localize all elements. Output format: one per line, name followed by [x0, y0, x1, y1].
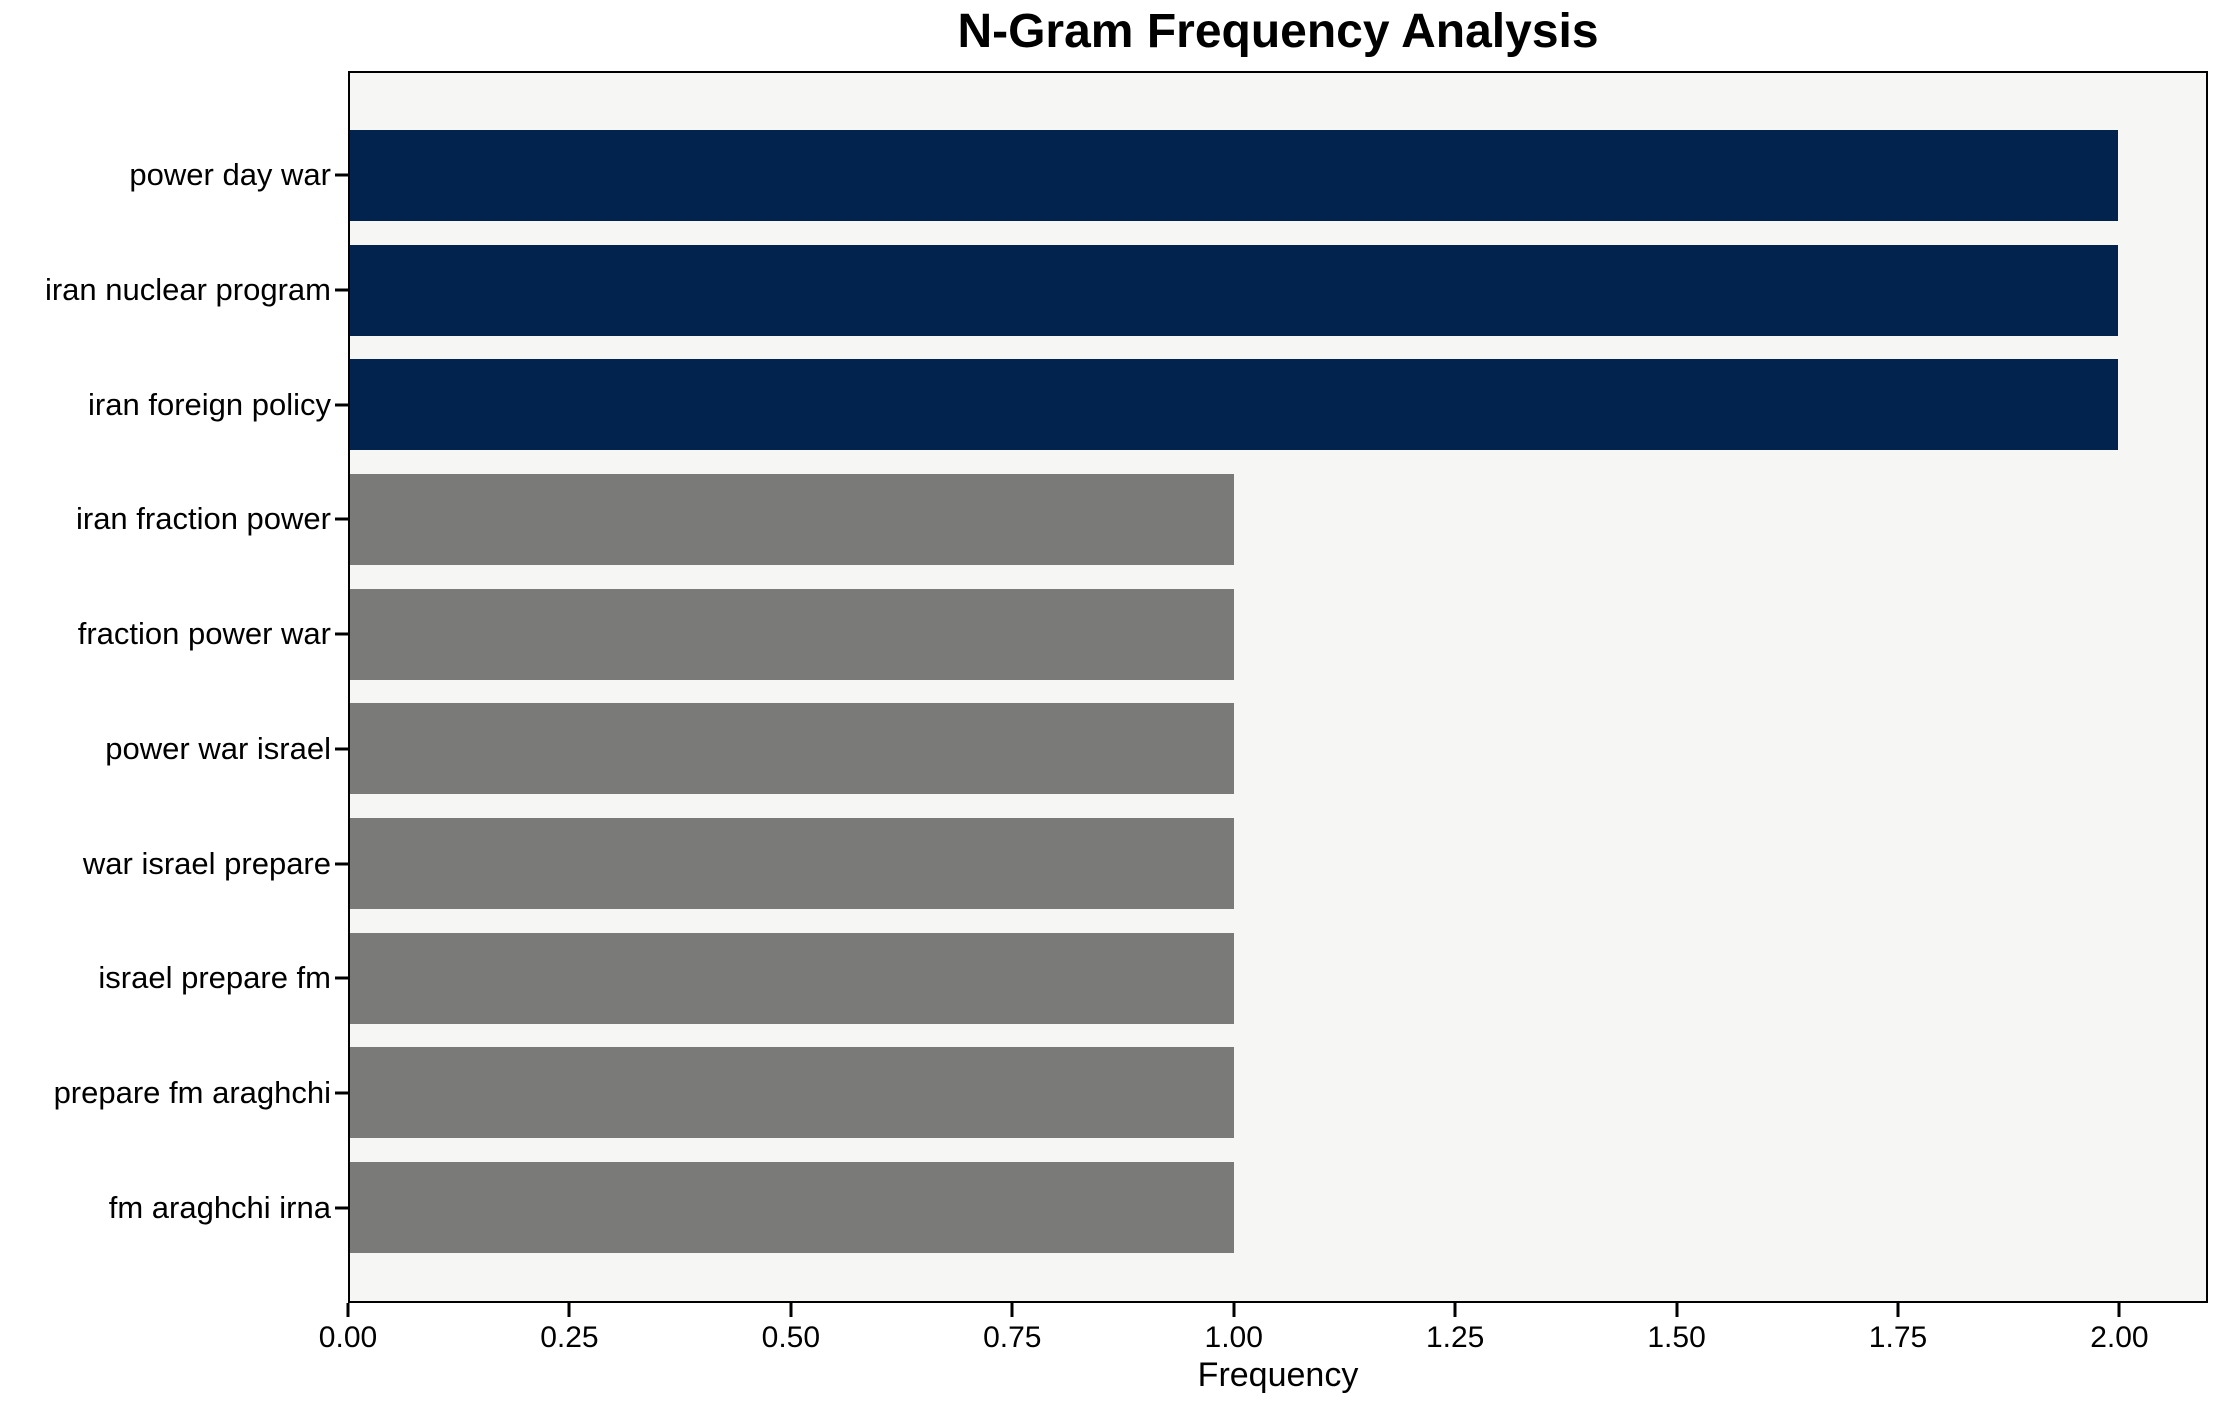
y-tick-label: war israel prepare	[82, 845, 331, 881]
bar-row: fraction power war	[78, 577, 2206, 692]
y-tick-mark	[335, 862, 349, 866]
x-tick-label: 0.75	[983, 1321, 1042, 1354]
y-tick-label: iran fraction power	[75, 501, 331, 537]
x-tick-mark	[1453, 1303, 1457, 1317]
bar	[350, 588, 1234, 680]
x-tick-mark	[1675, 1303, 1679, 1317]
bar	[350, 473, 1234, 565]
y-tick-label: prepare fm araghchi	[53, 1074, 331, 1110]
bar	[350, 359, 2118, 451]
plot-area: power day war iran nuclear program iran fo…	[45, 71, 2208, 1303]
x-tick-label: 0.25	[540, 1321, 599, 1354]
y-tick-mark	[335, 976, 349, 980]
y-tick-label: iran nuclear program	[44, 272, 331, 308]
x-tick-mark	[567, 1303, 571, 1317]
y-tick-label: fm araghchi irna	[108, 1189, 331, 1225]
bar-row: israel prepare fm	[98, 921, 2206, 1036]
bars-container: power day war iran nuclear program iran fo…	[45, 73, 2206, 1301]
y-tick-mark	[335, 403, 349, 407]
y-tick-mark	[335, 1091, 349, 1095]
bar-row: iran nuclear program	[45, 233, 2206, 348]
bar	[350, 129, 2118, 221]
y-tick-mark	[335, 632, 349, 636]
bar-row: power war israel	[105, 692, 2206, 807]
bar-row: iran fraction power	[76, 462, 2206, 577]
y-tick-label: power war israel	[105, 730, 331, 766]
x-tick-mark	[346, 1303, 350, 1317]
y-tick-mark	[335, 747, 349, 751]
bar	[350, 1162, 1234, 1254]
bar	[350, 932, 1234, 1024]
y-tick-label: israel prepare fm	[98, 960, 331, 996]
bar	[350, 703, 1234, 795]
x-tick-label: 1.00	[1204, 1321, 1263, 1354]
x-tick-mark	[2117, 1303, 2121, 1317]
x-tick-mark	[1232, 1303, 1236, 1317]
bar	[350, 818, 1234, 910]
y-tick-label: iran foreign policy	[88, 386, 331, 422]
x-tick-label: 2.00	[2090, 1321, 2149, 1354]
y-tick-mark	[335, 517, 349, 521]
x-tick-mark	[789, 1303, 793, 1317]
x-tick-label: 0.00	[318, 1321, 378, 1354]
bar-row: power day war	[129, 118, 2206, 233]
bar-row: fm araghchi irna	[109, 1150, 2206, 1265]
y-tick-mark	[335, 288, 349, 292]
x-tick-label: 1.75	[1868, 1321, 1928, 1354]
bar-row: iran foreign policy	[88, 347, 2206, 462]
bar	[350, 244, 2118, 336]
y-tick-mark	[335, 1206, 349, 1210]
x-tick-mark	[1896, 1303, 1900, 1317]
x-tick-label: 1.25	[1425, 1321, 1485, 1354]
x-tick-label: 1.50	[1647, 1321, 1706, 1354]
x-tick-label: 0.50	[761, 1321, 821, 1354]
x-tick-mark	[1010, 1303, 1014, 1317]
y-tick-label: power day war	[129, 157, 331, 193]
y-tick-mark	[335, 173, 349, 177]
bar-row: prepare fm araghchi	[54, 1036, 2206, 1151]
x-axis-label: Frequency	[1197, 1356, 1359, 1394]
y-tick-label: fraction power war	[77, 616, 331, 652]
bar	[350, 1047, 1234, 1139]
bar-row: war israel prepare	[83, 806, 2206, 921]
chart-title: N-Gram Frequency Analysis	[957, 5, 1599, 58]
